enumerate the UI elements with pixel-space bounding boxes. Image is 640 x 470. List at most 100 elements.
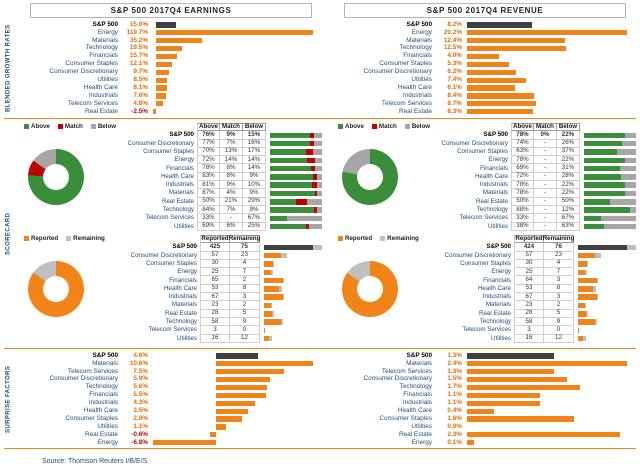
surprise-chart-row: Consumer Staples 1.6% xyxy=(332,415,627,423)
bar-track xyxy=(467,377,627,383)
bar-segment xyxy=(619,165,636,172)
column-header: Remaining xyxy=(542,235,575,244)
row-label: Real Estate xyxy=(165,309,197,317)
bar-segment xyxy=(313,244,322,251)
stacked-bar xyxy=(264,269,322,276)
row-value: 1.3% xyxy=(447,351,462,359)
value-cell: - xyxy=(534,156,557,165)
value-cell: 76 xyxy=(544,243,574,252)
bar-segment xyxy=(624,182,636,188)
row-label: Technology xyxy=(85,44,118,52)
value-cell: 63% xyxy=(557,222,580,231)
bar-segment xyxy=(578,335,583,342)
donut-hole xyxy=(42,275,70,303)
bar-segment xyxy=(578,311,587,317)
row-label: Health Care xyxy=(397,406,432,414)
row-label: Consumer Discretionary xyxy=(127,139,194,147)
bar-segment xyxy=(264,294,284,300)
stacked-bar xyxy=(264,302,322,309)
value-cell: 4 xyxy=(544,260,574,269)
row-label: Consumer Staples xyxy=(65,60,118,68)
value-bar xyxy=(467,384,581,391)
row-value: 1.1% xyxy=(447,391,462,399)
row-label: Industrials xyxy=(88,91,118,99)
stacked-bar xyxy=(264,311,322,317)
beat-scorecard-table: Above Match Below S&P 500 78% 0% 22% Consumer D… xyxy=(419,123,636,231)
bar-segment xyxy=(264,244,314,251)
value-cell: 5 xyxy=(544,310,574,318)
bar-segment xyxy=(317,174,322,180)
value-cell: 9% xyxy=(220,131,243,140)
bar-track xyxy=(153,69,313,75)
stacked-bar xyxy=(578,327,636,334)
stacked-bar xyxy=(578,294,636,300)
legend-item: Remaining xyxy=(66,235,105,242)
row-value: 0.4% xyxy=(447,406,462,414)
bar-segment xyxy=(582,335,587,342)
table-row: Health Care 53 8 xyxy=(108,284,322,294)
bar-segment xyxy=(622,140,636,147)
bar-segment xyxy=(578,252,595,259)
stacked-bar xyxy=(578,269,636,276)
stacked-bar xyxy=(264,319,322,325)
bar-track xyxy=(467,109,627,115)
legend-label: Above xyxy=(31,122,50,130)
row-label: Energy xyxy=(177,268,197,276)
stacked-bar xyxy=(270,165,322,172)
bar-segment xyxy=(270,215,288,222)
section-label-surprise: SURPRISE FACTORS xyxy=(5,365,12,434)
row-label: Real Estate xyxy=(398,107,432,115)
bar-segment xyxy=(280,319,284,325)
bar-segment xyxy=(584,207,630,213)
bar-track xyxy=(467,22,627,28)
surprise-chart-row: Consumer Staples 2.9% xyxy=(18,415,313,423)
row-value: 1.7% xyxy=(447,383,462,391)
surprise-chart-row: S&P 500 1.3% xyxy=(332,352,627,360)
value-cell: 72% xyxy=(511,173,534,182)
value-cell: - xyxy=(534,139,557,148)
row-label: Utilities xyxy=(97,75,118,83)
growth-chart-row: Materials 35.2% xyxy=(18,37,313,45)
column-header: Reported xyxy=(514,235,544,244)
row-label: Materials xyxy=(92,36,118,44)
row-value: 7.4% xyxy=(447,75,462,83)
table-row: Utilities 16 12 xyxy=(422,334,636,343)
column-header: Below xyxy=(243,123,266,132)
bar-track xyxy=(153,30,313,36)
header-row: Reported Remaining xyxy=(422,235,636,244)
bar-segment xyxy=(629,207,636,213)
row-label: Health Care xyxy=(163,284,197,292)
growth-chart-row: Materials 12.4% xyxy=(332,37,627,45)
row-label: Materials xyxy=(482,189,508,197)
row-label: Real Estate xyxy=(84,107,118,115)
bar-track xyxy=(153,432,313,438)
reported-scorecard-legend: Reported Remaining xyxy=(338,235,419,243)
row-label: Industrials xyxy=(168,293,197,301)
bar-segment xyxy=(584,157,625,164)
bar-segment xyxy=(280,252,288,259)
row-label: Telecom Services xyxy=(381,367,432,375)
legend-label: Match xyxy=(378,122,397,130)
bar-track xyxy=(467,384,627,391)
value-bar xyxy=(215,353,258,359)
value-cell: 69% xyxy=(511,164,534,173)
column-header: Reported xyxy=(200,235,230,244)
legend-label: Below xyxy=(97,122,117,130)
value-cell: 2 xyxy=(230,276,260,285)
growth-chart: S&P 500 15.0% Energy 119.7% Materials 35.2% Te… xyxy=(18,21,313,116)
stacked-bar xyxy=(584,132,636,139)
header-row: Above Match Below xyxy=(419,123,636,132)
table-row: Consumer Discretionary 57 23 xyxy=(422,251,636,260)
row-label: Financials xyxy=(403,52,432,60)
bar-segment xyxy=(584,149,617,155)
value-cell: 22% xyxy=(557,131,580,140)
bar-segment xyxy=(578,286,594,292)
surprise-chart: S&P 500 1.3% Materials 2.4% Telecom Services… xyxy=(332,352,627,447)
value-cell: 14% xyxy=(243,156,266,165)
surprise-chart-row: Telecom Services 7.5% xyxy=(18,368,313,376)
stacked-bar xyxy=(264,294,322,300)
value-cell: - xyxy=(534,164,557,173)
value-bar xyxy=(467,377,567,383)
row-label: Materials xyxy=(406,36,432,44)
stacked-bar xyxy=(264,286,322,292)
